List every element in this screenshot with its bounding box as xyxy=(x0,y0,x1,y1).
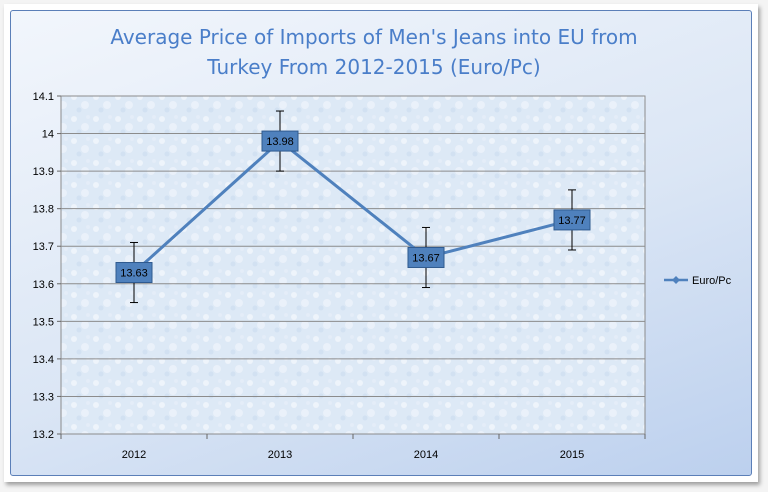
chart-plot: 13.2 13.3 13.4 13.5 13.6 13.7 13.8 13.9 14 14.1 20… xyxy=(33,91,732,461)
series-line xyxy=(132,139,573,274)
chart-title: Average Price of Imports of Men's Jeans … xyxy=(94,22,654,82)
y-tick-label: 14.1 xyxy=(33,91,54,103)
y-tick-label: 13.9 xyxy=(33,166,54,178)
x-tick-label: 2012 xyxy=(122,449,146,461)
y-tick-label: 13.7 xyxy=(33,241,54,253)
data-label: 13.67 xyxy=(412,252,440,264)
legend-label: Euro/Pc xyxy=(692,275,732,287)
data-label-box xyxy=(553,209,591,231)
y-tick-label: 13.2 xyxy=(33,429,54,441)
x-tick-label: 2014 xyxy=(414,449,438,461)
plot-area xyxy=(60,95,646,435)
data-label: 13.77 xyxy=(558,215,586,227)
data-label: 13.63 xyxy=(120,268,148,280)
x-tick-label: 2015 xyxy=(560,449,584,461)
y-tick-label: 13.4 xyxy=(33,354,54,366)
y-tick-label: 13.8 xyxy=(33,204,54,216)
data-label-box xyxy=(407,246,445,268)
data-label: 13.98 xyxy=(266,136,294,148)
data-label-box xyxy=(261,130,299,152)
legend-marker xyxy=(672,276,680,284)
y-tick-label: 13.6 xyxy=(33,279,54,291)
chart-frame: Average Price of Imports of Men's Jeans … xyxy=(4,4,758,482)
x-tick-label: 2013 xyxy=(268,449,292,461)
y-tick-label: 13.3 xyxy=(33,391,54,403)
chart-title-line-1: Average Price of Imports of Men's Jeans … xyxy=(110,25,638,49)
data-label-box xyxy=(115,262,153,284)
chart-title-line-2: Turkey From 2012-2015 (Euro/Pc) xyxy=(207,55,541,79)
y-tick-label: 14 xyxy=(42,129,54,141)
y-tick-label: 13.5 xyxy=(33,316,54,328)
